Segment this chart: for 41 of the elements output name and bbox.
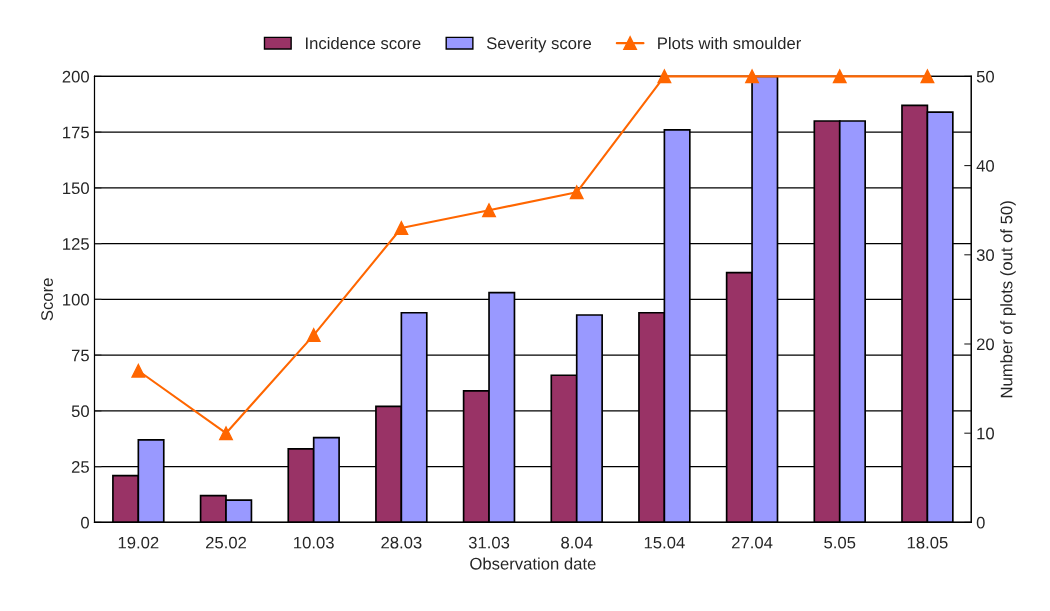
x-tick-label: 25.02 bbox=[206, 536, 247, 549]
y-tick-label: 100 bbox=[63, 293, 89, 306]
legend-label: Severity score bbox=[486, 36, 592, 53]
point bbox=[306, 328, 321, 343]
point bbox=[394, 221, 409, 235]
y2-tick-label: 50 bbox=[976, 70, 994, 83]
y2-tick-label: 40 bbox=[976, 159, 994, 172]
y2-tick-label: 0 bbox=[976, 516, 985, 529]
x-tick-label: 8.04 bbox=[561, 536, 593, 549]
x-tick-label: 27.04 bbox=[732, 536, 773, 549]
x-tick-label: 15.04 bbox=[644, 536, 685, 549]
y-tick-label: 125 bbox=[63, 238, 89, 250]
y-tick-label: 25 bbox=[71, 461, 89, 473]
point bbox=[131, 363, 146, 378]
y2-axis-title: Number of plots (out of 50) bbox=[1000, 201, 1016, 398]
x-tick-label: 28.03 bbox=[381, 536, 422, 549]
point bbox=[920, 69, 935, 84]
point bbox=[219, 426, 233, 441]
point bbox=[482, 203, 496, 218]
y-tick-label: 200 bbox=[62, 70, 89, 83]
x-tick-label: 31.03 bbox=[468, 536, 510, 549]
y-tick-label: 75 bbox=[71, 349, 89, 362]
y-axis-title: Score bbox=[41, 278, 53, 321]
x-tick-label: 5.05 bbox=[824, 536, 856, 549]
x-tick-label: 18.05 bbox=[907, 536, 948, 549]
y-tick-label: 150 bbox=[63, 182, 89, 195]
y2-tick-label: 30 bbox=[976, 249, 994, 261]
point bbox=[832, 69, 847, 84]
point bbox=[657, 69, 672, 84]
point bbox=[745, 69, 760, 84]
x-tick-label: 10.03 bbox=[294, 536, 334, 549]
legend-label: Incidence score bbox=[306, 36, 421, 50]
y2-tick-label: 10 bbox=[977, 427, 994, 440]
y-tick-label: 175 bbox=[63, 126, 89, 139]
y-tick-label: 50 bbox=[71, 405, 89, 418]
x-axis-title: Observation date bbox=[470, 557, 596, 570]
x-tick-label: 19.02 bbox=[118, 536, 159, 549]
y2-tick-label: 20 bbox=[976, 338, 994, 351]
y-tick-label: 0 bbox=[81, 516, 89, 529]
legend-label: Plots with smoulder bbox=[658, 36, 802, 50]
point bbox=[569, 185, 584, 200]
